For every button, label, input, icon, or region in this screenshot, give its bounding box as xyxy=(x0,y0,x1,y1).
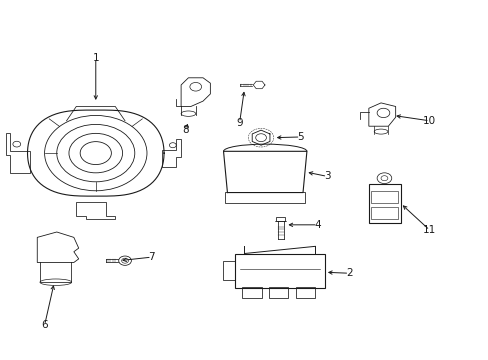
Text: 10: 10 xyxy=(423,116,435,126)
Bar xyxy=(222,261,235,280)
Text: 11: 11 xyxy=(422,225,435,235)
Bar xyxy=(370,207,397,220)
Bar xyxy=(268,287,288,298)
Bar xyxy=(368,184,400,223)
Text: 6: 6 xyxy=(41,320,48,330)
Text: 8: 8 xyxy=(183,125,189,135)
Text: 5: 5 xyxy=(297,132,303,142)
Text: 2: 2 xyxy=(346,268,352,278)
Bar xyxy=(370,191,397,203)
Bar xyxy=(242,287,261,298)
Bar xyxy=(224,192,305,203)
Text: 7: 7 xyxy=(148,252,155,262)
Bar xyxy=(276,217,285,221)
Text: 3: 3 xyxy=(324,171,330,181)
Text: 1: 1 xyxy=(92,53,99,63)
Text: 4: 4 xyxy=(314,220,320,230)
Text: 9: 9 xyxy=(236,118,243,128)
Bar xyxy=(295,287,315,298)
